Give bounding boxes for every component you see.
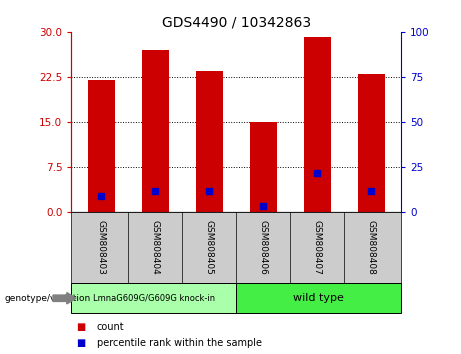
Text: count: count — [97, 322, 124, 332]
Bar — [196, 71, 223, 212]
Bar — [88, 80, 115, 212]
Text: wild type: wild type — [293, 293, 344, 303]
Text: GSM808404: GSM808404 — [151, 221, 160, 275]
Bar — [71, 283, 236, 313]
Text: GSM808407: GSM808407 — [313, 220, 322, 275]
Text: GSM808405: GSM808405 — [205, 220, 214, 275]
Text: ■: ■ — [76, 322, 85, 332]
Bar — [142, 50, 169, 212]
Text: ■: ■ — [76, 338, 85, 348]
Text: percentile rank within the sample: percentile rank within the sample — [97, 338, 262, 348]
Text: GSM808406: GSM808406 — [259, 220, 268, 275]
Title: GDS4490 / 10342863: GDS4490 / 10342863 — [162, 15, 311, 29]
Bar — [358, 74, 385, 212]
Text: genotype/variation: genotype/variation — [5, 294, 91, 303]
Text: LmnaG609G/G609G knock-in: LmnaG609G/G609G knock-in — [93, 294, 215, 303]
Text: GSM808403: GSM808403 — [97, 220, 106, 275]
Bar — [250, 122, 277, 212]
Bar — [236, 283, 401, 313]
Text: GSM808408: GSM808408 — [367, 220, 376, 275]
Bar — [304, 37, 331, 212]
